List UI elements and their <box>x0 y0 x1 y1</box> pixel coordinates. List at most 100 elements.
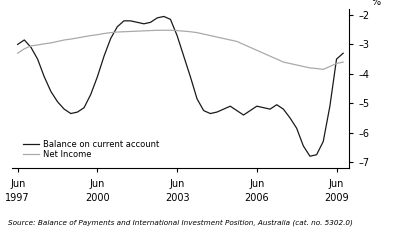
Text: 2006: 2006 <box>245 193 269 203</box>
Net Income <box>328 65 332 68</box>
Text: Jun: Jun <box>90 179 105 189</box>
Net Income <box>241 43 246 46</box>
Balance on current account <box>241 114 246 116</box>
Net Income <box>254 49 259 52</box>
Text: Jun: Jun <box>249 179 264 189</box>
Net Income <box>228 39 233 41</box>
Balance on current account <box>15 43 20 46</box>
Net Income <box>75 37 80 39</box>
Balance on current account <box>48 90 53 93</box>
Net Income <box>288 62 293 65</box>
Net Income <box>268 55 272 57</box>
Balance on current account <box>281 108 286 111</box>
Net Income <box>48 42 53 44</box>
Balance on current account <box>82 106 87 109</box>
Text: Jun: Jun <box>329 179 344 189</box>
Net Income <box>281 61 286 63</box>
Net Income <box>235 40 239 43</box>
Net Income <box>82 35 87 38</box>
Net Income <box>128 30 133 33</box>
Balance on current account <box>261 106 266 109</box>
Text: 2000: 2000 <box>85 193 110 203</box>
Net Income <box>261 52 266 54</box>
Balance on current account <box>115 25 120 28</box>
Balance on current account <box>141 22 146 25</box>
Balance on current account <box>148 21 153 24</box>
Text: 2003: 2003 <box>165 193 189 203</box>
Net Income <box>248 46 252 49</box>
Balance on current account <box>294 127 299 130</box>
Net Income <box>181 30 186 32</box>
Balance on current account <box>68 112 73 115</box>
Balance on current account <box>121 20 126 22</box>
Net Income <box>308 67 312 69</box>
Balance on current account <box>108 37 113 40</box>
Net Income <box>35 44 40 46</box>
Balance on current account <box>181 55 186 57</box>
Net Income <box>55 40 60 43</box>
Balance on current account <box>268 108 272 111</box>
Net Income <box>334 62 339 65</box>
Balance on current account <box>95 75 100 78</box>
Net Income <box>155 29 160 32</box>
Line: Balance on current account: Balance on current account <box>18 16 343 156</box>
Balance on current account <box>168 18 173 21</box>
Net Income <box>221 37 226 40</box>
Net Income <box>301 65 306 68</box>
Balance on current account <box>308 155 312 158</box>
Balance on current account <box>314 153 319 156</box>
Balance on current account <box>328 105 332 108</box>
Net Income <box>68 38 73 40</box>
Balance on current account <box>235 109 239 112</box>
Balance on current account <box>254 105 259 108</box>
Net Income <box>89 34 93 37</box>
Net Income <box>321 68 326 71</box>
Balance on current account <box>89 93 93 96</box>
Net Income <box>135 30 140 32</box>
Balance on current account <box>228 105 233 108</box>
Net Income <box>214 36 219 38</box>
Net Income <box>121 30 126 33</box>
Balance on current account <box>128 20 133 22</box>
Text: Jun: Jun <box>170 179 185 189</box>
Net Income <box>175 29 179 32</box>
Net Income <box>162 29 166 32</box>
Net Income <box>274 58 279 60</box>
Balance on current account <box>274 103 279 106</box>
Balance on current account <box>195 97 199 100</box>
Net Income <box>29 44 33 47</box>
Balance on current account <box>301 145 306 147</box>
Text: Jun: Jun <box>10 179 25 189</box>
Balance on current account <box>29 46 33 49</box>
Balance on current account <box>201 109 206 112</box>
Text: 2009: 2009 <box>324 193 349 203</box>
Balance on current account <box>62 108 67 111</box>
Balance on current account <box>341 52 345 54</box>
Net Income <box>15 52 20 54</box>
Net Income <box>42 42 46 45</box>
Net Income <box>141 30 146 32</box>
Balance on current account <box>42 75 46 78</box>
Net Income <box>108 31 113 34</box>
Balance on current account <box>35 58 40 60</box>
Balance on current account <box>155 17 160 19</box>
Line: Net Income: Net Income <box>18 30 343 69</box>
Net Income <box>341 61 345 63</box>
Legend: Balance on current account, Net Income: Balance on current account, Net Income <box>19 136 162 162</box>
Net Income <box>95 33 100 36</box>
Balance on current account <box>334 58 339 60</box>
Balance on current account <box>162 15 166 18</box>
Balance on current account <box>214 111 219 114</box>
Balance on current account <box>22 39 27 41</box>
Net Income <box>208 34 213 37</box>
Balance on current account <box>188 75 193 78</box>
Net Income <box>115 31 120 33</box>
Balance on current account <box>288 117 293 119</box>
Balance on current account <box>135 21 140 24</box>
Balance on current account <box>321 140 326 143</box>
Net Income <box>294 64 299 66</box>
Balance on current account <box>175 34 179 37</box>
Net Income <box>168 29 173 32</box>
Net Income <box>201 33 206 35</box>
Balance on current account <box>221 108 226 111</box>
